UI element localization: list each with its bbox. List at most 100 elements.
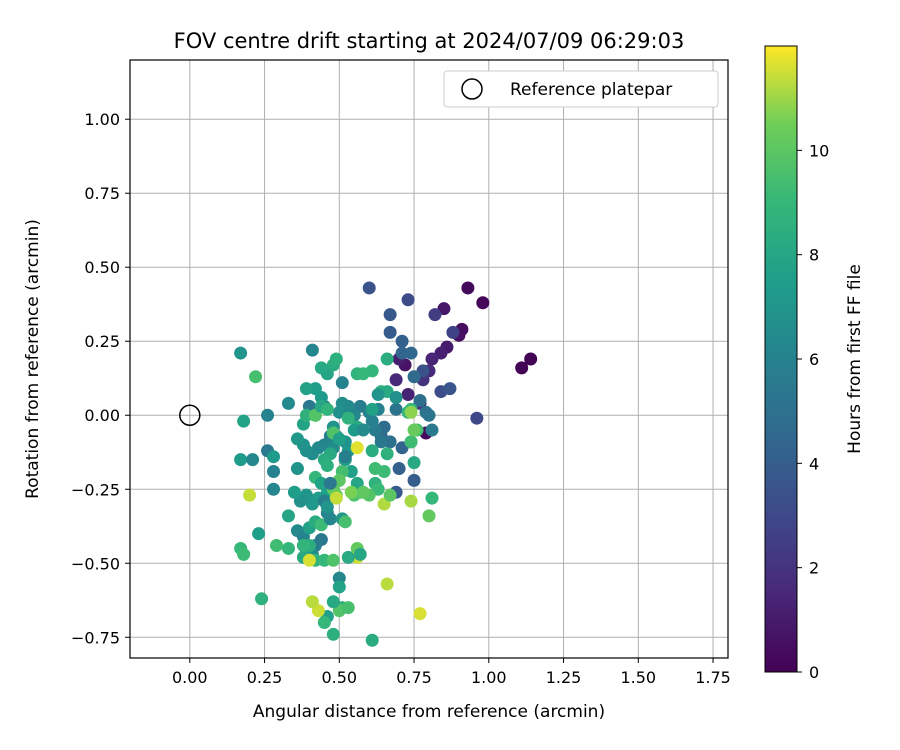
data-point bbox=[380, 577, 394, 591]
data-point bbox=[237, 414, 251, 428]
data-point bbox=[317, 615, 331, 629]
data-point bbox=[395, 346, 409, 360]
colorbar-tick-label: 2 bbox=[809, 559, 819, 578]
x-tick-label: 1.00 bbox=[471, 668, 507, 687]
data-point bbox=[252, 527, 266, 541]
data-point bbox=[326, 627, 340, 641]
data-point bbox=[344, 464, 358, 478]
data-point bbox=[320, 402, 334, 416]
data-point bbox=[338, 450, 352, 464]
data-point bbox=[422, 509, 436, 523]
data-point bbox=[246, 453, 260, 467]
data-point bbox=[341, 411, 355, 425]
y-axis-label: Rotation from reference (arcmin) bbox=[23, 219, 43, 499]
data-point bbox=[234, 346, 248, 360]
colorbar-tick-label: 10 bbox=[809, 141, 829, 160]
data-point bbox=[380, 447, 394, 461]
colorbar-tick-label: 8 bbox=[809, 246, 819, 265]
x-ticks: 0.00 0.25 0.50 0.75 1.00 1.25 1.50 1.75 bbox=[172, 658, 731, 687]
data-point bbox=[267, 464, 281, 478]
data-point bbox=[392, 462, 406, 476]
data-point bbox=[389, 390, 403, 404]
reference-platepar-marker bbox=[179, 404, 201, 426]
y-gridlines bbox=[130, 118, 728, 638]
data-point bbox=[341, 550, 355, 564]
legend-box bbox=[443, 70, 719, 108]
data-point bbox=[341, 601, 355, 615]
data-point bbox=[308, 382, 322, 396]
scatter-points bbox=[234, 281, 538, 647]
data-point bbox=[305, 595, 319, 609]
data-point bbox=[320, 500, 334, 514]
data-point bbox=[383, 325, 397, 339]
data-point bbox=[425, 352, 439, 366]
y-tick-label: 0.00 bbox=[84, 406, 120, 425]
data-point bbox=[243, 488, 257, 502]
data-point bbox=[356, 367, 370, 381]
data-point bbox=[329, 491, 343, 505]
data-point bbox=[270, 539, 284, 553]
x-tick-label: 0.75 bbox=[396, 668, 432, 687]
data-point bbox=[347, 423, 361, 437]
data-point bbox=[302, 553, 316, 567]
x-tick-label: 0.25 bbox=[247, 668, 283, 687]
data-point bbox=[365, 402, 379, 416]
data-point bbox=[377, 464, 391, 478]
data-point bbox=[401, 388, 415, 402]
data-point bbox=[365, 444, 379, 458]
data-point bbox=[404, 494, 418, 508]
data-point bbox=[470, 411, 484, 425]
data-point bbox=[365, 414, 379, 428]
y-tick-label: 1.00 bbox=[84, 110, 120, 129]
data-point bbox=[234, 453, 248, 467]
data-point bbox=[383, 435, 397, 449]
data-point bbox=[305, 343, 319, 357]
data-point bbox=[407, 456, 421, 470]
data-point bbox=[413, 607, 427, 621]
data-point bbox=[323, 476, 337, 490]
y-tick-label: 0.50 bbox=[84, 258, 120, 277]
data-point bbox=[332, 571, 346, 585]
y-tick-label: 0.75 bbox=[84, 184, 120, 203]
data-point bbox=[389, 373, 403, 387]
colorbar-tick-label: 6 bbox=[809, 350, 819, 369]
data-point bbox=[335, 376, 349, 390]
data-point bbox=[362, 281, 376, 295]
data-point bbox=[317, 553, 331, 567]
data-point bbox=[350, 441, 364, 455]
x-axis-label: Angular distance from reference (arcmin) bbox=[253, 702, 605, 722]
y-tick-label: −0.75 bbox=[71, 628, 120, 647]
data-point bbox=[255, 592, 269, 606]
data-point bbox=[261, 408, 275, 422]
data-point bbox=[407, 423, 421, 437]
y-tick-label: −0.50 bbox=[71, 554, 120, 573]
data-point bbox=[356, 423, 370, 437]
data-point bbox=[290, 462, 304, 476]
data-point bbox=[425, 491, 439, 505]
data-point bbox=[314, 361, 328, 375]
data-point bbox=[371, 388, 385, 402]
legend: Reference platepar bbox=[443, 70, 719, 108]
colorbar: 0 2 4 6 8 10 Hours from first FF file bbox=[764, 45, 865, 682]
colorbar-gradient bbox=[764, 45, 798, 673]
data-point bbox=[407, 370, 421, 384]
data-point bbox=[338, 515, 352, 529]
data-point bbox=[299, 382, 313, 396]
x-tick-label: 0.00 bbox=[172, 668, 208, 687]
data-point bbox=[404, 435, 418, 449]
data-point bbox=[323, 512, 337, 526]
data-point bbox=[287, 485, 301, 499]
data-point bbox=[380, 352, 394, 366]
plot-frame bbox=[129, 59, 729, 659]
data-point bbox=[290, 432, 304, 446]
data-point bbox=[425, 423, 439, 437]
data-point bbox=[356, 485, 370, 499]
data-point bbox=[404, 346, 418, 360]
legend-marker bbox=[461, 78, 483, 100]
data-point bbox=[326, 595, 340, 609]
data-point bbox=[365, 633, 379, 647]
data-point bbox=[267, 450, 281, 464]
data-point bbox=[329, 352, 343, 366]
data-point bbox=[524, 352, 538, 366]
